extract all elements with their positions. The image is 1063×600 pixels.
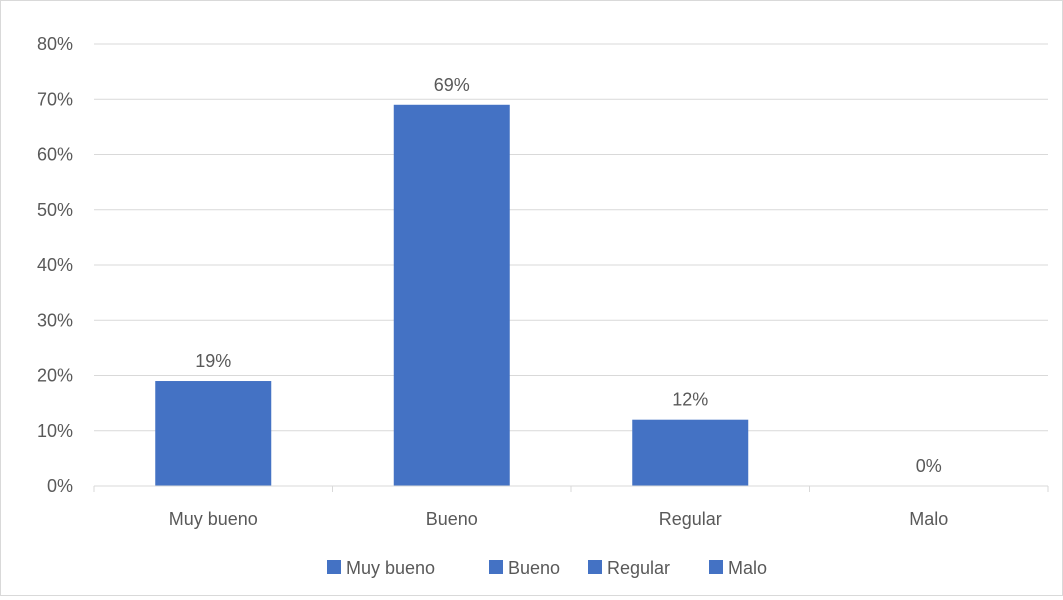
legend-swatch xyxy=(588,560,602,574)
category-labels: Muy bueno Bueno Regular Malo xyxy=(169,509,949,529)
y-tick-label: 10% xyxy=(37,421,73,441)
legend-label: Malo xyxy=(728,558,767,578)
legend: Muy bueno Bueno Regular Malo xyxy=(327,558,767,578)
legend-label: Bueno xyxy=(508,558,560,578)
category-label: Bueno xyxy=(426,509,478,529)
x-axis xyxy=(93,485,1049,492)
bar-bueno xyxy=(393,104,510,487)
bars xyxy=(155,104,749,487)
y-tick-label: 40% xyxy=(37,255,73,275)
y-axis-ticks: 0% 10% 20% 30% 40% 50% 60% 70% 80% xyxy=(37,34,73,496)
data-label: 69% xyxy=(434,75,470,95)
y-tick-label: 60% xyxy=(37,145,73,165)
category-label: Muy bueno xyxy=(169,509,258,529)
data-label: 0% xyxy=(916,456,942,476)
bar-muy-bueno xyxy=(155,381,272,486)
data-label: 19% xyxy=(195,351,231,371)
data-label: 12% xyxy=(672,390,708,410)
y-tick-label: 70% xyxy=(37,89,73,109)
category-label: Regular xyxy=(659,509,722,529)
gridlines xyxy=(94,43,1048,432)
legend-swatch xyxy=(489,560,503,574)
legend-swatch xyxy=(709,560,723,574)
y-tick-label: 20% xyxy=(37,366,73,386)
data-labels: 19% 69% 12% 0% xyxy=(195,75,942,476)
legend-label: Regular xyxy=(607,558,670,578)
y-tick-label: 30% xyxy=(37,310,73,330)
legend-label: Muy bueno xyxy=(346,558,435,578)
y-tick-label: 0% xyxy=(47,476,73,496)
bar-regular xyxy=(632,419,749,486)
category-label: Malo xyxy=(909,509,948,529)
y-tick-label: 80% xyxy=(37,34,73,54)
legend-swatch xyxy=(327,560,341,574)
y-tick-label: 50% xyxy=(37,200,73,220)
